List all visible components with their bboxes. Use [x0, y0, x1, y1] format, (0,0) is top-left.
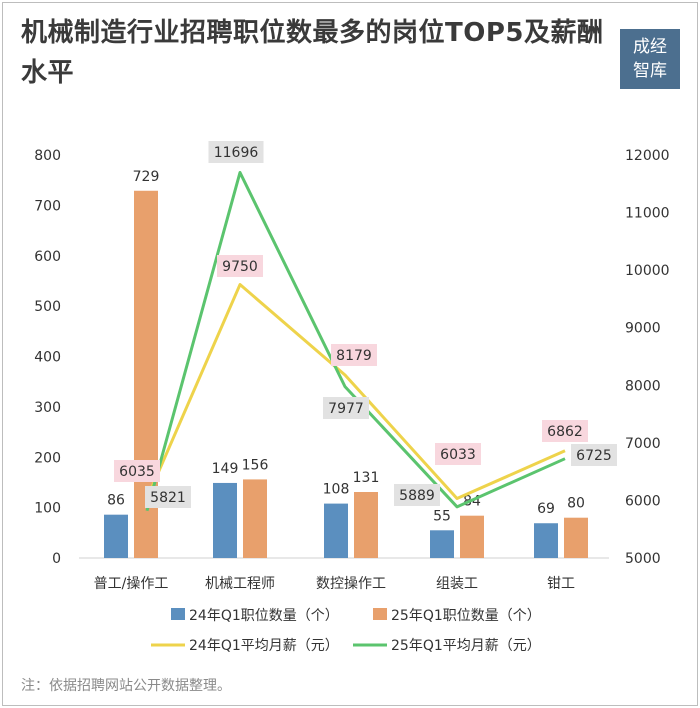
- bar-25q1-count: [460, 515, 484, 558]
- bar-25q1-count: [354, 492, 378, 558]
- legend-swatch-24q1-count: [171, 608, 185, 620]
- line-25q1-data-label-box: [571, 444, 617, 466]
- left-axis-tick-label: 300: [34, 400, 61, 416]
- left-axis-tick-label: 500: [34, 299, 61, 315]
- line-24q1-data-label-box: [217, 255, 263, 277]
- line-24q1-data-label-box: [435, 443, 481, 465]
- bar-24q1-data-label: 86: [107, 493, 125, 509]
- line-25q1-data-label: 5889: [399, 488, 435, 504]
- bar-24q1-count: [534, 523, 558, 558]
- category-tick-label: 钳工: [547, 576, 575, 592]
- left-axis-tick-label: 700: [34, 198, 61, 214]
- line-25q1-data-label: 5821: [150, 490, 186, 506]
- brand-logo: 成经 智库: [620, 29, 680, 89]
- source-note: 注：依据招聘网站公开数据整理。: [21, 678, 231, 694]
- bar-24q1-count: [104, 514, 128, 558]
- left-axis-tick-label: 0: [52, 551, 61, 567]
- legend-label-25q1-count: 25年Q1职位数量（个）: [391, 608, 541, 624]
- left-axis-tick-label: 100: [34, 501, 61, 517]
- line-24q1-data-label-box: [114, 460, 160, 482]
- category-tick-label: 机械工程师: [205, 576, 275, 592]
- line-25q1-data-label: 11696: [214, 145, 259, 161]
- line-24q1-data-label: 6033: [440, 447, 476, 463]
- bar-24q1-data-label: 149: [212, 461, 239, 477]
- line-24q1-data-label: 6862: [547, 424, 583, 440]
- bar-24q1-count: [324, 503, 348, 558]
- line-25q1-data-label-box: [145, 486, 191, 508]
- line-24q1-data-label: 9750: [222, 259, 258, 275]
- line-24q1-data-label: 6035: [119, 464, 155, 480]
- bar-24q1-count: [213, 482, 237, 558]
- logo-line-2: 智库: [633, 61, 667, 81]
- right-axis-tick-label: 6000: [625, 493, 661, 509]
- right-axis-tick-label: 10000: [625, 263, 670, 279]
- logo-line-1: 成经: [633, 37, 667, 57]
- line-25q1-salary: [145, 171, 566, 512]
- bar-25q1-data-label: 729: [133, 169, 160, 185]
- legend-label-24q1-salary: 24年Q1平均月薪（元）: [189, 638, 339, 654]
- bar-24q1-count: [430, 530, 454, 558]
- chart-title: 机械制造行业招聘职位数最多的岗位TOP5及薪酬水平: [21, 18, 604, 88]
- line-24q1-salary: [145, 283, 566, 501]
- right-axis-tick-label: 9000: [625, 321, 661, 337]
- bar-24q1-data-label: 108: [323, 482, 350, 498]
- right-axis-tick-label: 12000: [625, 148, 670, 164]
- legend-swatch-25q1-count: [373, 608, 387, 620]
- bar-25q1-count: [243, 479, 267, 558]
- left-axis-tick-label: 600: [34, 249, 61, 265]
- category-tick-label: 数控操作工: [316, 576, 386, 592]
- right-axis-tick-label: 11000: [625, 206, 670, 222]
- line-24q1-data-label-box: [542, 420, 588, 442]
- line-25q1-data-label-box: [208, 141, 264, 163]
- right-axis-tick-label: 7000: [625, 436, 661, 452]
- legend-label-25q1-salary: 25年Q1平均月薪（元）: [391, 638, 541, 654]
- bar-24q1-data-label: 69: [537, 501, 555, 517]
- line-25q1-data-label-box: [394, 484, 440, 506]
- right-axis-tick-label: 5000: [625, 551, 661, 567]
- left-axis-tick-label: 200: [34, 450, 61, 466]
- line-24q1-data-label: 8179: [336, 348, 372, 364]
- bar-25q1-data-label: 131: [353, 470, 380, 486]
- line-25q1-data-label: 7977: [328, 401, 364, 417]
- category-tick-label: 组装工: [436, 576, 478, 592]
- bar-25q1-count: [564, 517, 588, 558]
- line-25q1-data-label-box: [323, 397, 369, 419]
- bar-25q1-data-label: 156: [242, 457, 269, 473]
- bar-24q1-data-label: 55: [433, 508, 451, 524]
- legend-label-24q1-count: 24年Q1职位数量（个）: [189, 608, 339, 624]
- left-axis-tick-label: 400: [34, 350, 61, 366]
- line-25q1-data-label: 6725: [576, 448, 612, 464]
- category-tick-label: 普工/操作工: [94, 576, 169, 592]
- bar-25q1-data-label: 80: [567, 496, 585, 512]
- line-24q1-data-label-box: [331, 344, 377, 366]
- right-axis-tick-label: 8000: [625, 378, 661, 394]
- left-axis-tick-label: 800: [34, 148, 61, 164]
- chart-svg: 0 100 200 300 400 500 600 700 800 5000 6000 7000 800…: [34, 141, 670, 654]
